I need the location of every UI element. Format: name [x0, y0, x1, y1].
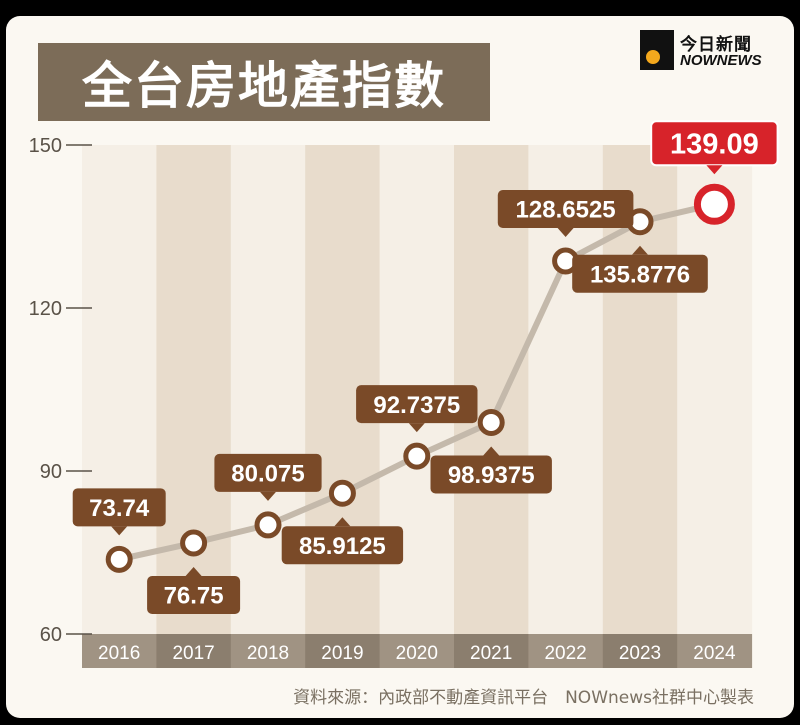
y-tick-label: 150 — [29, 135, 62, 157]
data-label-pointer — [408, 423, 425, 433]
data-point — [105, 545, 133, 573]
data-label-text: 139.09 — [670, 129, 759, 161]
data-label: 73.74 — [72, 488, 166, 536]
x-tick-label: 2020 — [396, 643, 438, 664]
brand-name-en: NOWNEWS — [680, 52, 762, 69]
data-label-pointer — [185, 566, 202, 576]
data-label-box — [72, 488, 166, 527]
data-label-text: 85.9125 — [299, 533, 386, 560]
data-label-pointer — [632, 245, 648, 255]
data-point — [477, 408, 505, 436]
data-label-text: 98.9375 — [448, 462, 535, 489]
data-label-pointer — [706, 165, 723, 175]
x-band-cell — [156, 634, 232, 668]
x-tick-label: 2017 — [172, 643, 214, 664]
x-band-cell — [602, 634, 678, 668]
column-stripe — [677, 145, 753, 634]
data-label: 85.9125 — [281, 517, 404, 565]
column-stripe — [156, 145, 232, 634]
data-label-text: 73.74 — [89, 495, 150, 522]
source-note: 資料來源：內政部不動產資訊平台 NOWnews社群中心製表 — [293, 688, 754, 708]
data-label-text: 76.75 — [164, 583, 224, 610]
data-points — [105, 183, 735, 573]
data-label-box — [572, 254, 708, 293]
x-tick-label: 2024 — [693, 643, 736, 664]
data-label-pointer — [111, 526, 128, 536]
data-point — [403, 442, 431, 470]
data-label-box — [497, 189, 634, 228]
data-label-pointer — [557, 227, 574, 237]
data-label-box — [356, 385, 478, 424]
data-label-pointer — [260, 491, 276, 501]
x-tick-label: 2018 — [247, 643, 289, 664]
brand-logo: 今日新聞 NOWNEWS — [640, 30, 780, 72]
x-tick-label: 2022 — [544, 643, 586, 664]
data-point — [180, 529, 208, 557]
x-band-cell — [528, 634, 604, 668]
data-label-text: 80.075 — [231, 461, 304, 488]
data-label-box — [281, 526, 404, 565]
x-band-cell — [454, 634, 529, 668]
data-label-pointer — [483, 446, 500, 456]
data-label: 98.9375 — [430, 446, 552, 494]
x-tick-label: 2023 — [619, 643, 661, 664]
x-band-cell — [379, 634, 455, 668]
data-label-text: 135.8776 — [590, 261, 690, 288]
nownews-logo-icon — [640, 30, 674, 70]
brand-name-cn: 今日新聞 — [680, 35, 752, 55]
x-band-cell — [82, 634, 157, 668]
data-labels: 73.74 76.75 80.075 85.9125 92.7375 98.9375 128… — [72, 120, 779, 614]
data-label: 139.09 — [650, 120, 779, 175]
x-band-cell — [305, 634, 381, 668]
data-point-highlight — [693, 183, 735, 225]
y-tick-label: 90 — [40, 461, 62, 483]
data-point — [254, 511, 282, 539]
y-tick-label: 60 — [40, 624, 62, 646]
data-label: 80.075 — [214, 453, 322, 501]
x-tick-label: 2019 — [321, 643, 363, 664]
x-tick-label: 2021 — [470, 643, 512, 664]
data-label: 76.75 — [147, 566, 241, 614]
x-tick-label: 2016 — [98, 643, 140, 664]
chart-title: 全台房地產指數 — [38, 43, 490, 121]
data-label-text: 92.7375 — [373, 392, 460, 419]
data-label: 135.8776 — [572, 245, 708, 293]
data-label: 92.7375 — [356, 385, 478, 433]
data-label-box — [147, 575, 241, 614]
data-point — [328, 479, 356, 507]
data-label: 128.6525 — [497, 189, 634, 237]
y-axis: 60 90 120 150 — [29, 135, 92, 646]
data-label-box — [214, 453, 322, 492]
data-label-text: 128.6525 — [516, 197, 616, 224]
data-label-pointer — [334, 517, 351, 527]
data-label-box — [430, 455, 552, 494]
x-band-cell — [677, 634, 753, 668]
x-band-cell — [230, 634, 306, 668]
y-tick-label: 120 — [29, 298, 62, 320]
